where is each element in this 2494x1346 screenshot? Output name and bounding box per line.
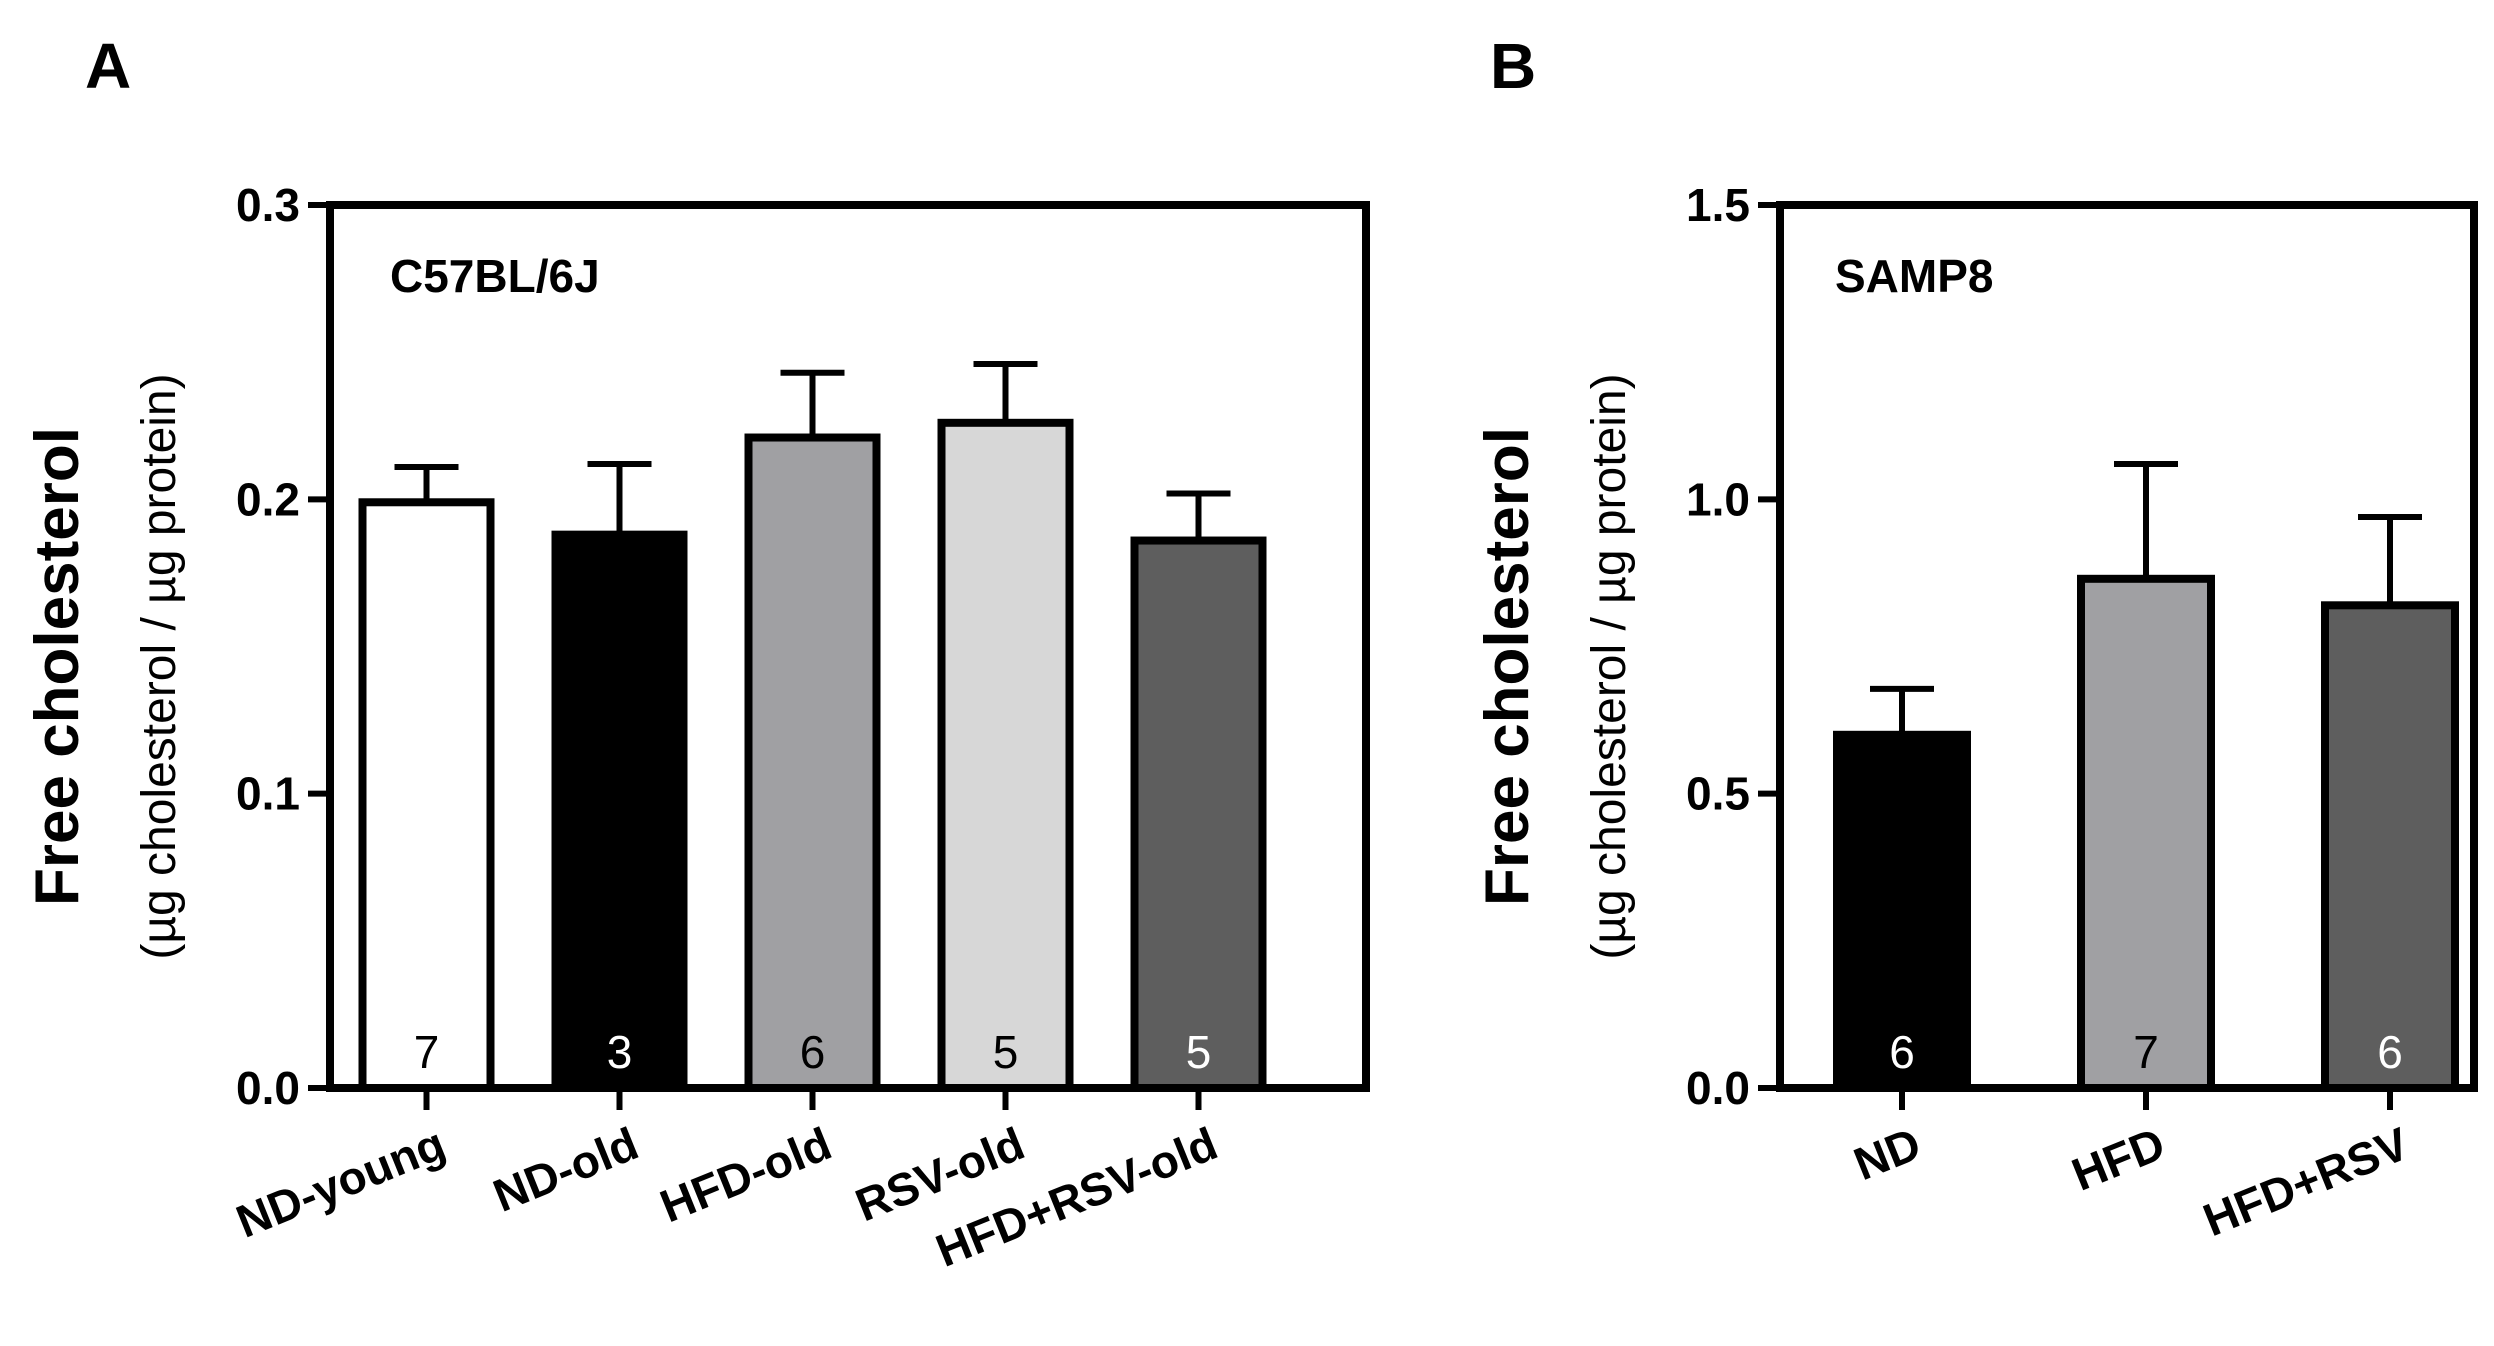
n-label: 5: [993, 1026, 1019, 1078]
strain-label: SAMP8: [1835, 250, 1993, 302]
bar: [2321, 601, 2459, 1092]
category-label: ND: [1847, 1117, 1928, 1190]
y-axis-subtitle: (µg cholesterol / µg protein): [133, 373, 186, 959]
plot-frame: [1776, 201, 2478, 1092]
n-label: 6: [1889, 1026, 1915, 1078]
bar: [937, 418, 1074, 1093]
y-tick-label: 1.0: [1686, 473, 1750, 525]
y-tick-label: 0.2: [236, 473, 300, 525]
y-tick-label: 0.3: [236, 179, 300, 231]
n-label: 6: [800, 1026, 826, 1078]
y-axis-subtitle: (µg cholesterol / µg protein): [1583, 373, 1636, 959]
panel-letter: B: [1490, 30, 1536, 102]
y-axis-title: Free cholesterol: [23, 427, 92, 906]
panel-letter: A: [85, 30, 131, 102]
category-label: HFD: [2065, 1117, 2172, 1201]
n-label: 3: [607, 1026, 633, 1078]
y-tick-label: 0.0: [236, 1062, 300, 1114]
panel-a: A7ND-young3ND-old6HFD-old5RSV-old5HFD+RS…: [23, 30, 1370, 1277]
category-label: ND-young: [229, 1117, 452, 1248]
bar: [2077, 574, 2215, 1092]
bar: [358, 498, 495, 1092]
y-tick-label: 1.5: [1686, 179, 1750, 231]
bar: [551, 530, 688, 1092]
y-axis-title: Free cholesterol: [1473, 427, 1542, 906]
bar: [744, 433, 881, 1093]
y-tick-label: 0.5: [1686, 768, 1750, 820]
category-label: HFD+RSV: [2196, 1117, 2416, 1246]
y-tick-label: 0.0: [1686, 1062, 1750, 1114]
n-label: 5: [1186, 1026, 1212, 1078]
bar: [1130, 536, 1267, 1092]
category-label: ND-old: [486, 1117, 645, 1222]
panel-b: B 6 ND 7 HFD 6 HFD+RSV 0.0 0.5 1.0 1.5 SAMP8 Free ch…: [1473, 30, 2478, 1246]
strain-label: C57BL/6J: [390, 250, 600, 302]
n-label: 7: [414, 1026, 440, 1078]
n-label: 7: [2133, 1026, 2159, 1078]
plot-frame: [326, 201, 1370, 1092]
y-tick-label: 0.1: [236, 768, 300, 820]
n-label: 6: [2377, 1026, 2403, 1078]
category-label: HFD-old: [653, 1117, 838, 1232]
